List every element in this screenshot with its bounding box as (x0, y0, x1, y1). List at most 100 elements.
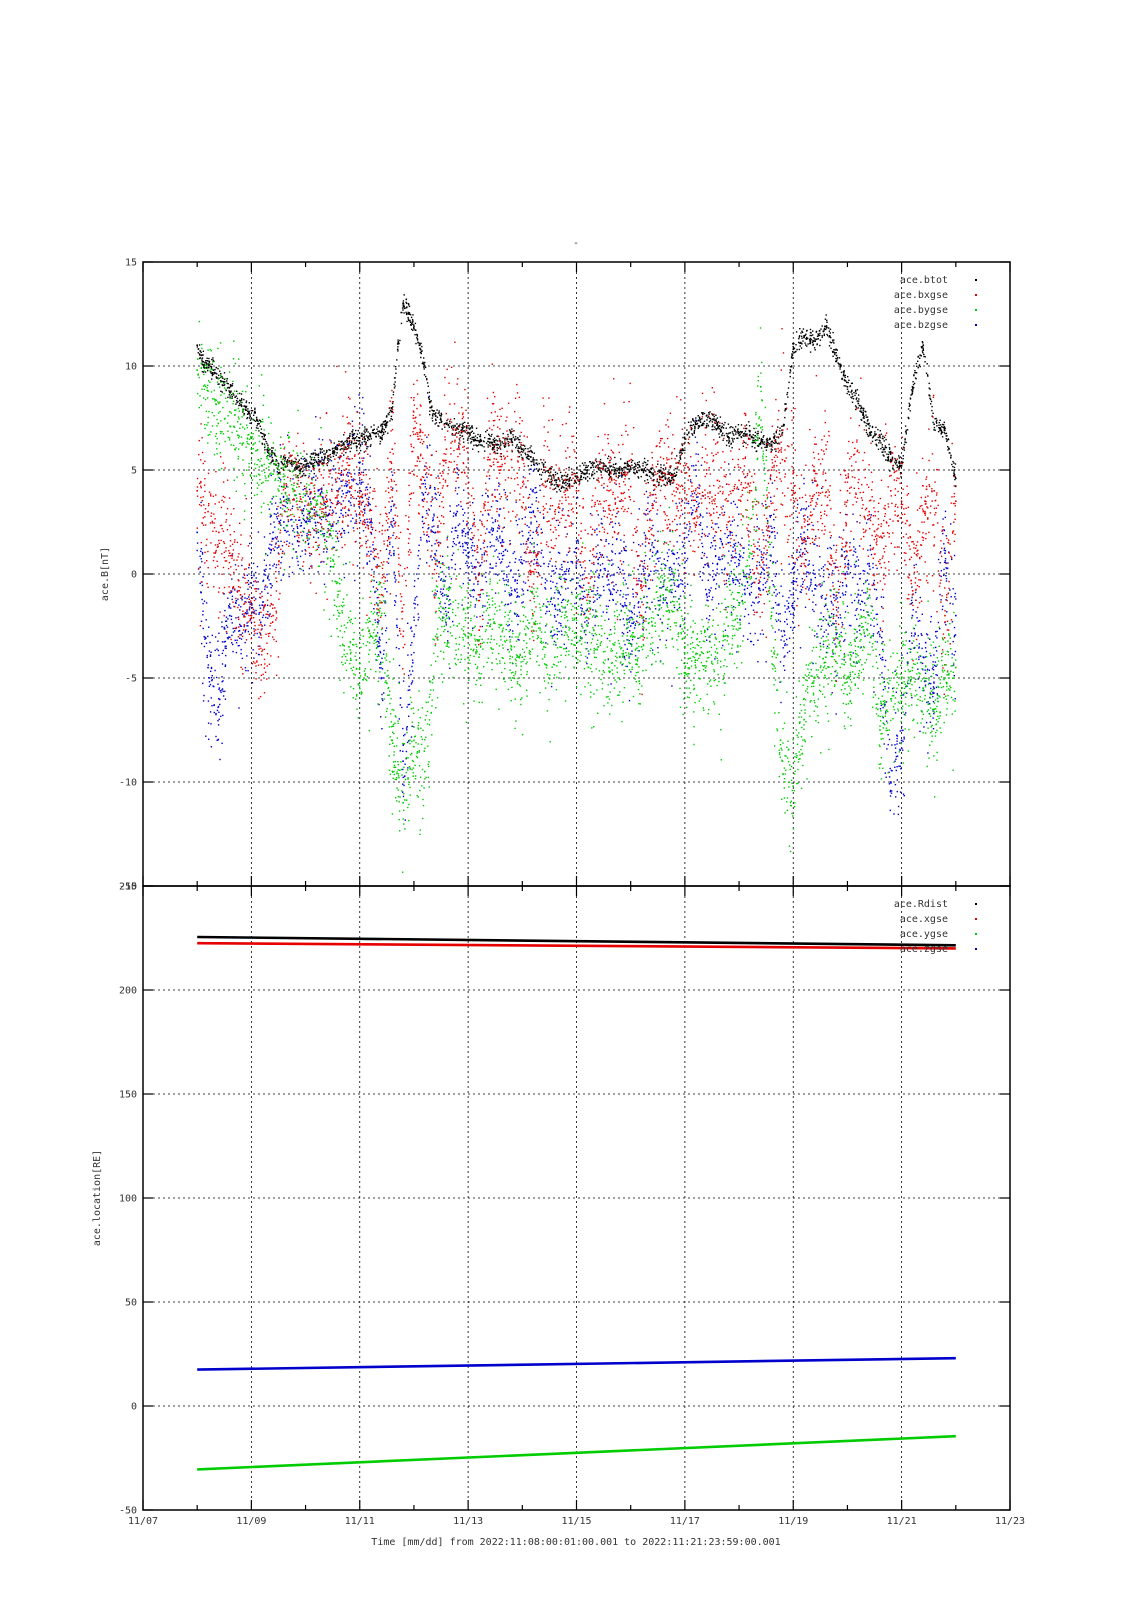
data-point (681, 449, 683, 452)
data-point (532, 511, 535, 514)
data-point (317, 459, 320, 461)
data-point (223, 593, 225, 595)
data-point (414, 322, 417, 325)
data-point (303, 464, 305, 466)
data-point (553, 634, 555, 637)
data-point (921, 347, 923, 349)
data-point (247, 583, 250, 586)
data-point (578, 585, 581, 587)
data-point (381, 430, 384, 433)
data-point (852, 576, 854, 579)
data-point (617, 477, 619, 479)
data-point (930, 403, 932, 405)
data-point (951, 469, 953, 471)
data-point (557, 589, 559, 592)
data-point (626, 631, 629, 634)
data-point (469, 427, 472, 429)
data-point (556, 472, 559, 475)
data-point (495, 538, 497, 541)
data-point (784, 655, 786, 657)
data-point (529, 551, 531, 554)
data-point (240, 634, 242, 636)
data-point (605, 470, 607, 473)
data-point (761, 503, 763, 505)
data-point (932, 412, 934, 414)
data-point (356, 435, 358, 438)
data-point (757, 432, 759, 435)
data-point (645, 464, 648, 466)
data-point (876, 613, 879, 615)
data-point (562, 598, 565, 601)
data-point (948, 551, 950, 553)
data-point (352, 480, 354, 482)
data-point (854, 548, 857, 550)
data-point (223, 384, 226, 386)
data-point (490, 441, 492, 443)
data-point (369, 434, 371, 436)
data-point (813, 347, 816, 349)
data-point (586, 472, 588, 474)
data-point (606, 467, 609, 469)
data-point (885, 776, 887, 778)
data-point (456, 427, 458, 429)
data-point (244, 406, 246, 408)
data-point (862, 409, 864, 412)
data-point (387, 432, 389, 434)
data-point (230, 591, 233, 593)
data-point (730, 442, 732, 445)
data-point (317, 531, 320, 533)
data-point (754, 632, 756, 635)
data-point (533, 546, 535, 548)
data-point (775, 589, 777, 591)
data-point (748, 421, 750, 423)
data-point (610, 476, 612, 478)
data-point (666, 481, 668, 483)
data-point (824, 318, 827, 320)
data-point (723, 424, 725, 426)
data-point (719, 416, 722, 418)
data-point (743, 547, 745, 549)
data-point (484, 605, 486, 607)
data-point (392, 406, 394, 408)
data-point (402, 302, 404, 305)
data-point (414, 597, 417, 599)
data-point (918, 643, 920, 645)
data-point (870, 431, 872, 434)
data-point (649, 470, 652, 473)
data-point (775, 441, 777, 444)
data-point (699, 417, 701, 420)
data-point (706, 628, 709, 631)
data-point (645, 618, 647, 620)
data-point (416, 338, 419, 340)
data-point (738, 564, 740, 567)
data-point (223, 641, 225, 643)
data-point (322, 516, 324, 518)
data-point (259, 633, 262, 635)
data-point (617, 468, 619, 471)
data-point (418, 344, 421, 346)
data-point (215, 735, 217, 738)
data-point (652, 524, 654, 527)
data-point (378, 703, 380, 706)
data-point (891, 459, 893, 462)
data-point (601, 462, 603, 464)
data-point (722, 439, 724, 441)
data-point (218, 374, 220, 377)
data-point (506, 437, 508, 440)
data-point (248, 596, 250, 598)
data-point (904, 439, 906, 441)
data-point (496, 500, 499, 502)
data-point (472, 525, 474, 527)
data-point (544, 587, 546, 589)
data-point (822, 643, 825, 646)
data-point (606, 611, 608, 614)
data-point (809, 328, 812, 331)
data-point (228, 614, 231, 617)
data-point (799, 554, 802, 556)
data-point (198, 353, 201, 355)
data-point (791, 353, 793, 355)
data-point (658, 475, 661, 477)
data-point (487, 495, 489, 497)
data-point (621, 476, 623, 478)
data-point (485, 581, 488, 583)
